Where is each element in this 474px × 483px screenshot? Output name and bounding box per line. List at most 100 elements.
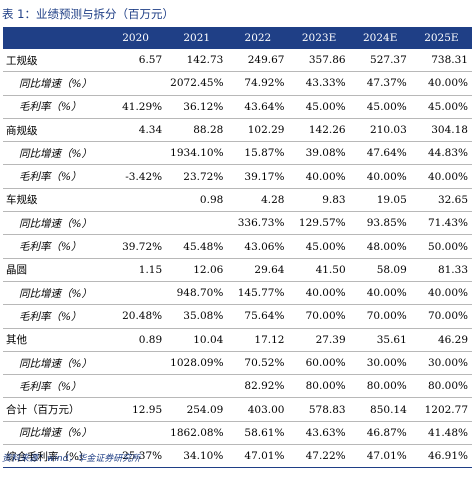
value-cell: 4.28 (227, 188, 289, 213)
value-cell: 10.04 (166, 328, 228, 352)
value-cell: 70.52% (227, 351, 289, 376)
value-cell: 2072.45% (166, 71, 228, 96)
header-row: 2020 2021 2022 2023E 2024E 2025E (3, 27, 472, 49)
value-cell: 46.91% (410, 444, 472, 469)
value-cell: 357.86 (288, 49, 350, 73)
value-cell: 30.00% (349, 351, 411, 376)
value-cell: 44.83% (410, 141, 472, 166)
row-label: 商规级 (3, 118, 105, 143)
table-row: 同比增速（%） 1028.09% 70.52% 60.00% 30.00% 30.00% (3, 351, 472, 376)
value-cell: 17.12 (227, 328, 289, 352)
value-cell: 23.72% (166, 164, 228, 189)
row-label: 毛利率（%） (3, 95, 105, 119)
value-cell: 45.00% (288, 234, 350, 259)
value-cell: 1862.08% (166, 421, 228, 446)
value-cell: 82.92% (227, 374, 289, 399)
value-cell: 41.48% (410, 421, 472, 446)
value-cell: 254.09 (166, 397, 228, 422)
value-cell: 60.00% (288, 351, 350, 376)
value-cell: 47.22% (288, 444, 350, 469)
value-cell: 29.64 (227, 258, 289, 282)
value-cell: 210.03 (349, 118, 411, 143)
value-cell: 27.39 (288, 328, 350, 352)
value-cell (105, 141, 167, 166)
value-cell: 47.01% (227, 444, 289, 469)
row-label: 同比增速（%） (3, 281, 105, 306)
row-label: 毛利率（%） (3, 374, 105, 399)
value-cell: 6.57 (105, 49, 167, 73)
value-cell: 129.57% (288, 211, 350, 236)
value-cell: 35.61 (349, 328, 411, 352)
value-cell: 0.89 (105, 328, 167, 352)
value-cell: 93.85% (349, 211, 411, 236)
value-cell: 39.17% (227, 164, 289, 189)
value-cell (105, 374, 167, 399)
header-cell: 2021 (166, 27, 228, 49)
value-cell: 336.73% (227, 211, 289, 236)
value-cell: 20.48% (105, 304, 167, 329)
value-cell: 9.83 (288, 188, 350, 213)
value-cell: 45.48% (166, 234, 228, 259)
value-cell (105, 281, 167, 306)
value-cell: 81.33 (410, 258, 472, 282)
header-cell: 2022 (227, 27, 289, 49)
value-cell: 45.00% (288, 95, 350, 119)
row-label: 毛利率（%） (3, 164, 105, 189)
value-cell: 304.18 (410, 118, 472, 143)
row-label: 晶圆 (3, 258, 105, 282)
value-cell: 43.64% (227, 95, 289, 119)
table-row: 毛利率（%） -3.42% 23.72% 39.17% 40.00% 40.00% 40.0… (3, 164, 472, 189)
source-note: 资料来源：wind，华金证券研究所 (2, 454, 141, 464)
value-cell: 30.00% (410, 351, 472, 376)
value-cell: 948.70% (166, 281, 228, 306)
value-cell (105, 211, 167, 236)
row-label: 同比增速（%） (3, 351, 105, 376)
value-cell: 145.77% (227, 281, 289, 306)
value-cell: 70.00% (410, 304, 472, 329)
value-cell: 45.00% (349, 95, 411, 119)
value-cell: 43.63% (288, 421, 350, 446)
value-cell: 70.00% (349, 304, 411, 329)
table-row: 毛利率（%） 20.48% 35.08% 75.64% 70.00% 70.00% 70.0… (3, 304, 472, 329)
value-cell: 47.01% (349, 444, 411, 469)
value-cell: 12.06 (166, 258, 228, 282)
header-cell: 2025E (410, 27, 472, 49)
value-cell: 75.64% (227, 304, 289, 329)
value-cell: 48.00% (349, 234, 411, 259)
value-cell: 403.00 (227, 397, 289, 422)
value-cell: 46.29 (410, 328, 472, 352)
row-label: 工规级 (3, 49, 105, 73)
table-row: 综合毛利率（%） 25.37% 34.10% 47.01% 47.22% 47.01% 46… (3, 444, 472, 469)
row-label: 同比增速（%） (3, 421, 105, 446)
value-cell: 40.00% (349, 164, 411, 189)
table-row: 同比增速（%） 1862.08% 58.61% 43.63% 46.87% 41.48% (3, 421, 472, 446)
value-cell: 0.98 (166, 188, 228, 213)
value-cell: 1.15 (105, 258, 167, 282)
value-cell: 35.08% (166, 304, 228, 329)
header-cell: 2020 (105, 27, 167, 49)
value-cell: 40.00% (288, 281, 350, 306)
row-label: 综合毛利率（%） (3, 444, 105, 469)
value-cell: 41.29% (105, 95, 167, 119)
value-cell: 4.34 (105, 118, 167, 143)
value-cell (105, 71, 167, 96)
value-cell: 70.00% (288, 304, 350, 329)
table-row: 同比增速（%） 1934.10% 15.87% 39.08% 47.64% 44.83% (3, 141, 472, 166)
value-cell (166, 374, 228, 399)
value-cell: 40.00% (410, 71, 472, 96)
value-cell: 102.29 (227, 118, 289, 143)
row-label: 同比增速（%） (3, 71, 105, 96)
table-row: 同比增速（%） 336.73% 129.57% 93.85% 71.43% (3, 211, 472, 236)
value-cell: 40.00% (410, 281, 472, 306)
value-cell: 80.00% (288, 374, 350, 399)
value-cell: 578.83 (288, 397, 350, 422)
value-cell: 40.00% (288, 164, 350, 189)
value-cell: 36.12% (166, 95, 228, 119)
value-cell: 43.33% (288, 71, 350, 96)
value-cell: 88.28 (166, 118, 228, 143)
value-cell: 1202.77 (410, 397, 472, 422)
value-cell: 43.06% (227, 234, 289, 259)
row-label: 合计（百万元） (3, 397, 105, 422)
value-cell: 1028.09% (166, 351, 228, 376)
value-cell: 15.87% (227, 141, 289, 166)
